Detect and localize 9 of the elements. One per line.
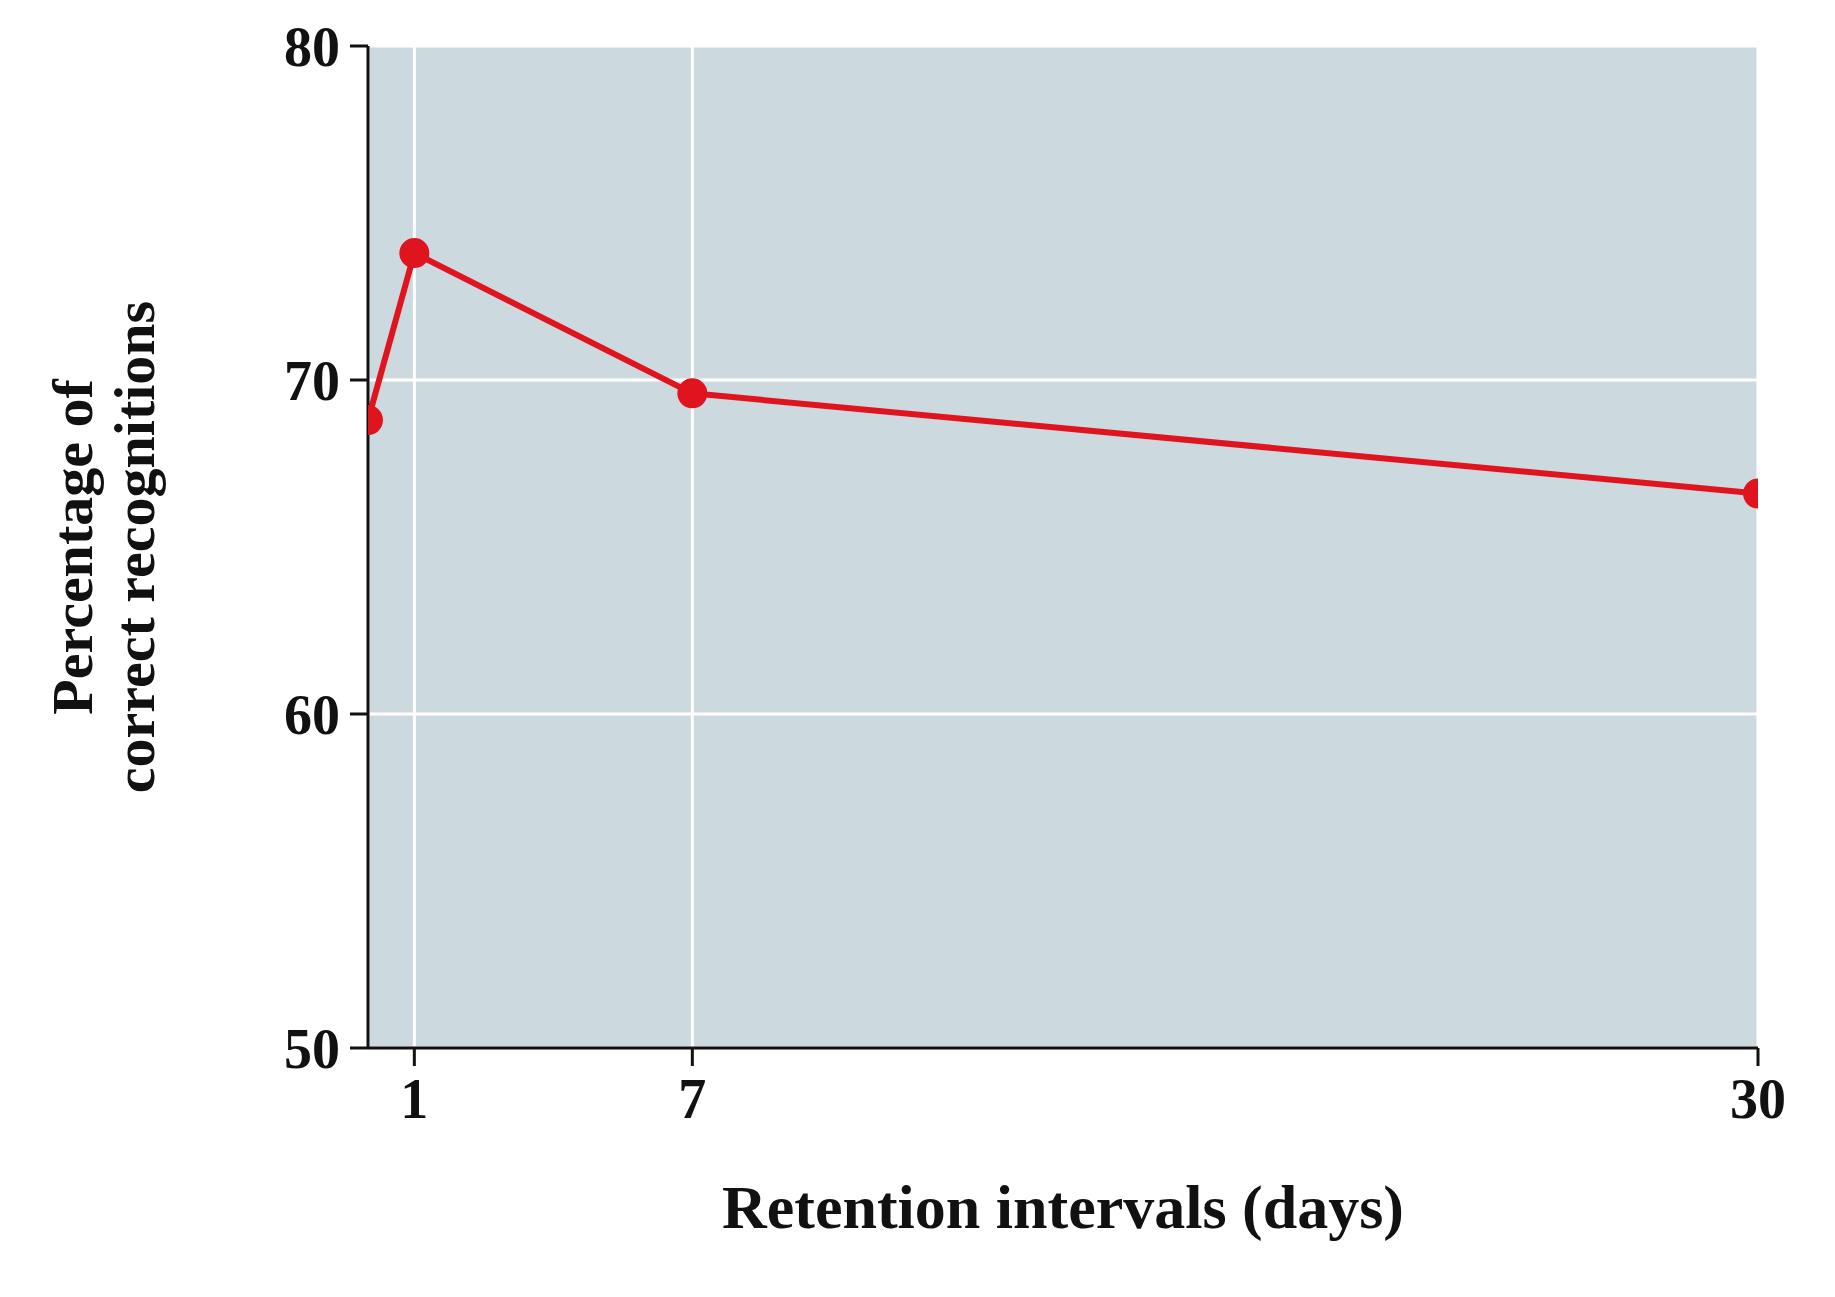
y-tick-label: 50 [284, 1017, 340, 1080]
x-tick-label: 1 [400, 1067, 429, 1130]
x-tick-label: 30 [1730, 1067, 1786, 1130]
y-tick-label: 60 [284, 683, 340, 746]
y-axis-title: Percentage of correct recognitions [40, 300, 167, 794]
x-tick-label: 7 [678, 1067, 707, 1130]
y-tick-label: 70 [284, 349, 340, 412]
y-tick-label: 80 [284, 15, 340, 78]
x-axis-title: Retention intervals (days) [722, 1173, 1404, 1242]
